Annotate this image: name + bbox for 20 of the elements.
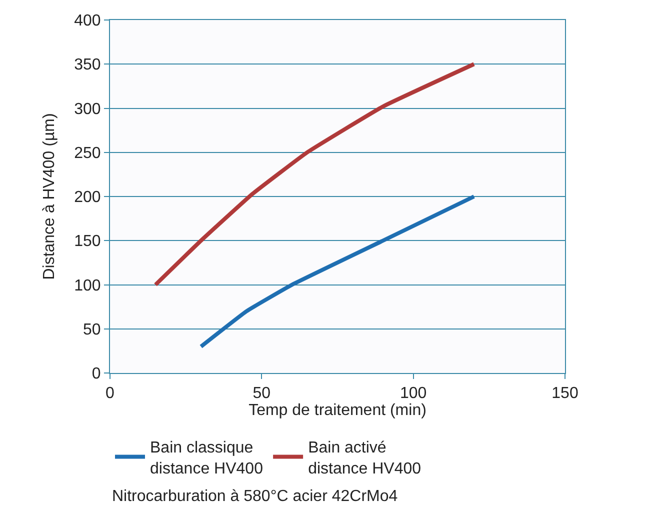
y-tick-label: 200 [74, 189, 101, 206]
x-axis-title: Temp de traitement (min) [248, 402, 426, 420]
legend-label: Bain activé distance HV400 [308, 440, 422, 478]
y-tick-label: 250 [74, 144, 101, 162]
x-tick-label: 100 [400, 385, 427, 402]
x-tick-label: 0 [106, 385, 115, 402]
x-tick-label: 150 [552, 385, 578, 402]
line-series [154, 62, 476, 287]
y-tick-label: 350 [74, 56, 101, 74]
y-tick-label: 150 [74, 233, 101, 250]
line-series [199, 194, 476, 349]
y-tick-label: 50 [83, 321, 101, 338]
y-axis-title: Distance à HV400 (µm) [40, 113, 58, 280]
y-tick-label: 0 [92, 366, 101, 383]
legend-label: Bain classique distance HV400 [150, 440, 264, 478]
text: Nitrocarburation à 580°C acier 42CrMo4 [112, 488, 398, 505]
x-tick-label: 50 [252, 385, 271, 402]
y-tick-label: 100 [74, 277, 101, 294]
y-tick-label: 400 [74, 12, 101, 30]
y-tick-label: 300 [74, 100, 101, 118]
